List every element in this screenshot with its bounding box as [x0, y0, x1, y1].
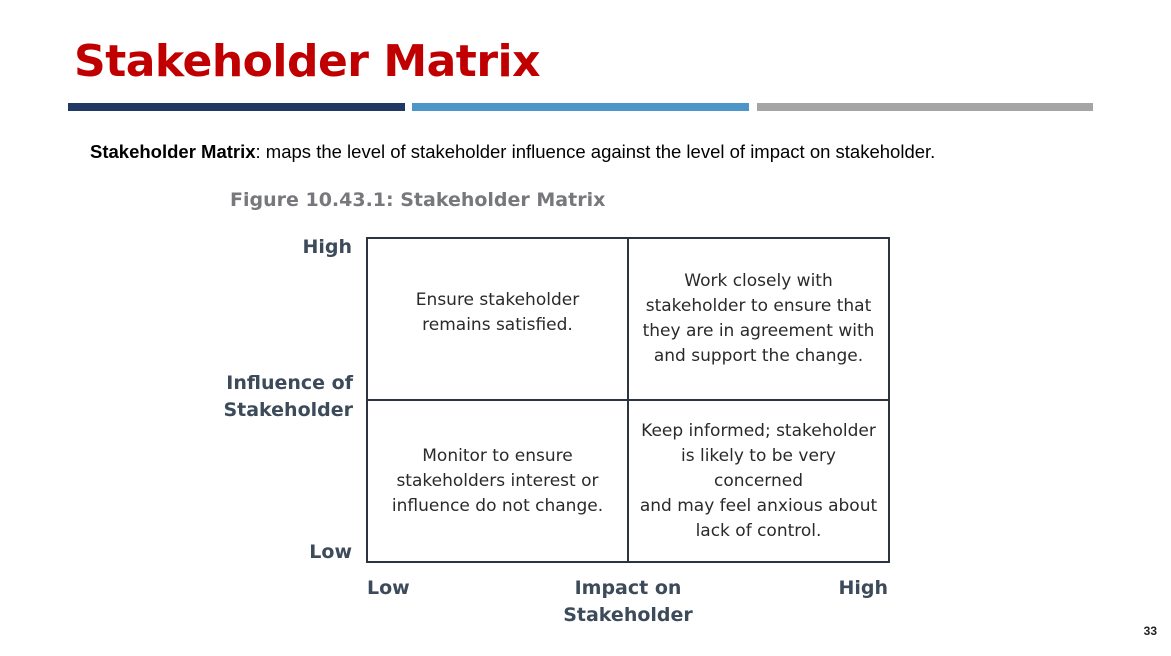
x-axis-high-label: High — [838, 577, 888, 599]
figure-caption: Figure 10.43.1: Stakeholder Matrix — [230, 189, 606, 211]
quadrant-bottom-right: Keep informed; stakeholder is likely to … — [629, 401, 888, 561]
stakeholder-matrix: Ensure stakeholder remains satisfied. Wo… — [366, 237, 890, 563]
title-rule-dark-blue — [68, 103, 405, 111]
quadrant-bottom-right-text: Keep informed; stakeholder is likely to … — [639, 420, 878, 541]
quadrant-bottom-left-text: Monitor to ensure stakeholders interest … — [391, 445, 604, 516]
x-axis-title-line-2: Stakeholder — [563, 604, 693, 626]
definition-line: Stakeholder Matrix: maps the level of st… — [90, 139, 935, 165]
definition-text: : maps the level of stakeholder influenc… — [255, 141, 936, 162]
definition-term: Stakeholder Matrix — [90, 141, 256, 162]
y-axis-low-label: Low — [309, 541, 352, 563]
y-axis-high-label: High — [302, 236, 352, 258]
y-axis-title-line-2: Stakeholder — [223, 399, 353, 421]
x-axis-title-line-1: Impact on — [574, 577, 682, 599]
quadrant-bottom-left: Monitor to ensure stakeholders interest … — [368, 401, 629, 561]
page-number: 33 — [1143, 624, 1157, 638]
y-axis-title: Influence of Stakeholder — [223, 370, 353, 424]
x-axis-low-label: Low — [367, 577, 410, 599]
title-rule-light-blue — [412, 103, 749, 111]
slide-title: Stakeholder Matrix — [74, 36, 541, 87]
quadrant-top-left: Ensure stakeholder remains satisfied. — [368, 239, 629, 401]
title-rule-gray — [757, 103, 1093, 111]
x-axis-title: Impact on Stakeholder — [563, 575, 693, 629]
y-axis-title-line-1: Influence of — [226, 372, 353, 394]
quadrant-top-left-text: Ensure stakeholder remains satisfied. — [415, 290, 580, 335]
quadrant-top-right: Work closely with stakeholder to ensure … — [629, 239, 888, 401]
quadrant-top-right-text: Work closely with stakeholder to ensure … — [642, 271, 875, 366]
